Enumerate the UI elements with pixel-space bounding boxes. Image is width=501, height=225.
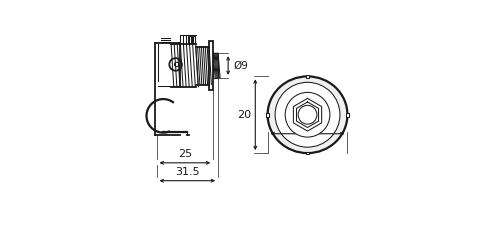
Circle shape (275, 82, 340, 147)
Text: Ø9: Ø9 (233, 61, 248, 71)
Circle shape (285, 92, 330, 137)
Text: 20.5: 20.5 (295, 120, 320, 130)
Text: 31.5: 31.5 (175, 167, 199, 177)
Ellipse shape (268, 76, 347, 153)
Text: 25: 25 (178, 149, 192, 159)
Text: 20: 20 (237, 110, 252, 120)
Bar (267, 113, 269, 117)
Bar (192, 36, 195, 43)
Bar (209, 41, 213, 90)
Bar (306, 152, 309, 154)
Bar (188, 36, 191, 43)
Bar (213, 53, 218, 78)
Bar (306, 75, 309, 77)
Bar (346, 113, 349, 117)
Polygon shape (294, 98, 322, 131)
Circle shape (298, 105, 317, 124)
